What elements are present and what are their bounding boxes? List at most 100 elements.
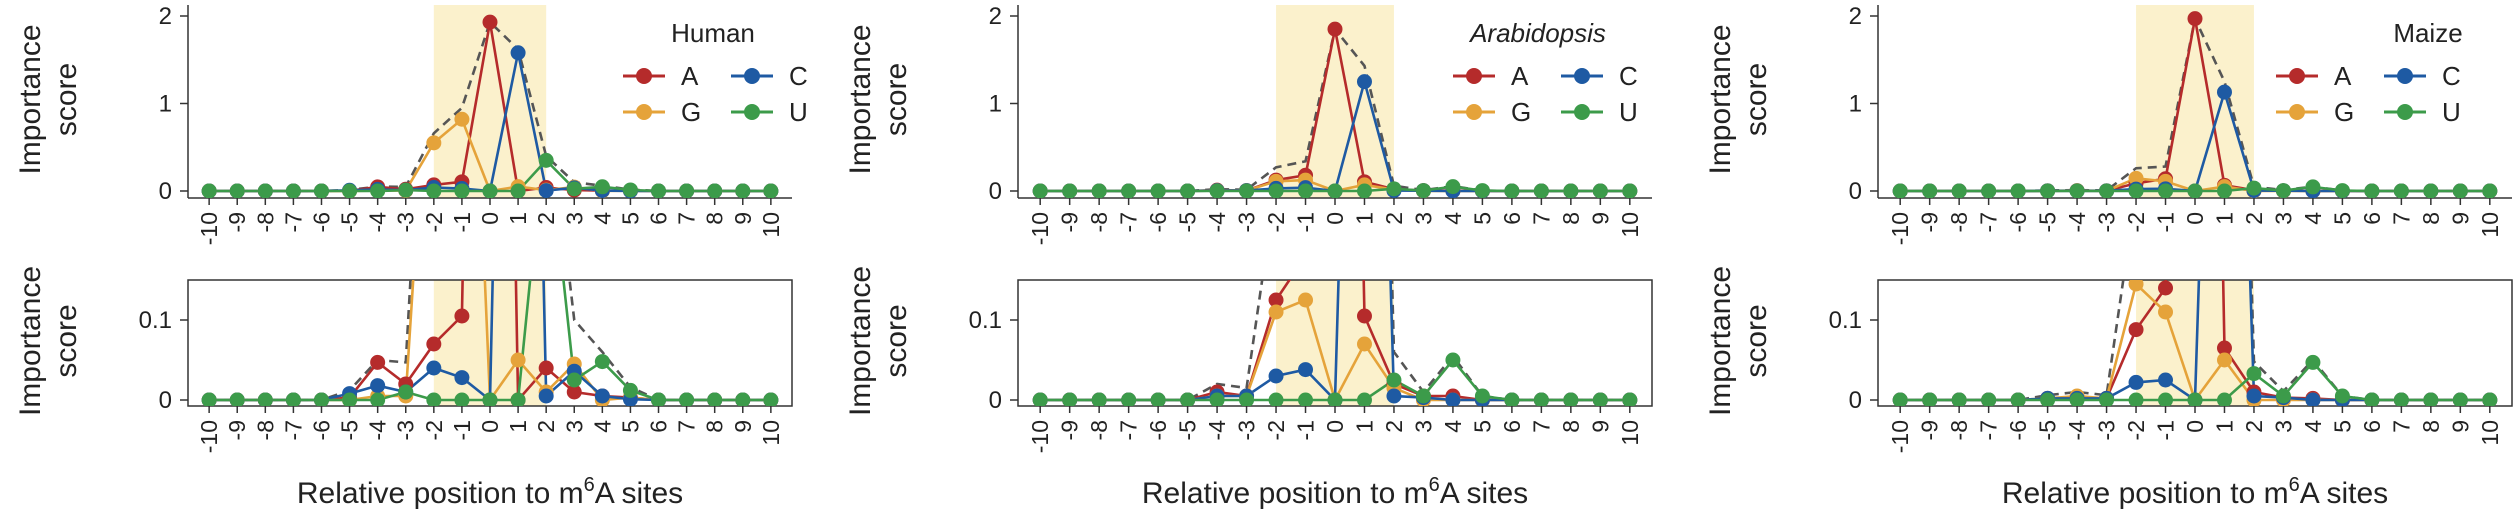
point-G	[454, 111, 470, 127]
x-tick-label: 3	[1410, 212, 1436, 225]
x-axis-label: Relative position to m6A sites	[1142, 474, 1528, 510]
y-axis-label-line1: Importance	[1704, 266, 1737, 416]
x-tick-label: -9	[1057, 420, 1083, 440]
point-U	[313, 392, 329, 406]
point-U	[2334, 388, 2350, 404]
point-U	[454, 183, 470, 198]
y-axis-label-line1: Importance	[14, 266, 47, 416]
x-tick-label: -1	[1293, 420, 1319, 440]
point-U	[2393, 183, 2409, 198]
x-tick-label: 10	[758, 420, 784, 446]
y-tick-label: 0.1	[139, 307, 172, 334]
y-tick-label: 1	[159, 91, 172, 118]
point-U	[201, 392, 217, 406]
legend-label-A: A	[2334, 61, 2352, 91]
point-U	[229, 183, 245, 198]
x-tick-label: 4	[1440, 212, 1466, 225]
x-tick-label: 4	[2300, 420, 2326, 433]
x-tick-label: -8	[252, 420, 278, 440]
point-U	[2305, 354, 2321, 370]
point-U	[594, 179, 610, 195]
point-U	[2216, 392, 2232, 406]
y-axis-label-line1: Importance	[14, 24, 47, 174]
x-tick-label: -6	[2005, 420, 2031, 440]
point-U	[1062, 183, 1078, 198]
legend: AG CU	[615, 53, 821, 131]
point-U	[1032, 392, 1048, 406]
point-U	[2452, 183, 2468, 198]
point-U	[566, 181, 582, 197]
x-tick-label: -9	[1917, 212, 1943, 232]
y-axis-label-line1: Importance	[1704, 24, 1737, 174]
x-tick-label: 8	[1558, 212, 1584, 225]
x-tick-label: -2	[1263, 420, 1289, 440]
x-tick-label: 9	[1587, 420, 1613, 433]
point-U	[1209, 392, 1225, 406]
x-tick-label: -6	[2005, 212, 2031, 232]
point-U	[2364, 392, 2380, 406]
point-U	[2128, 392, 2144, 406]
legend-label-U: U	[789, 97, 808, 127]
point-A	[1356, 308, 1372, 324]
point-U	[566, 372, 582, 388]
x-axis-label-prefix: Relative position to m	[297, 477, 584, 510]
point-U	[1474, 183, 1490, 198]
x-tick-label: 3	[2270, 212, 2296, 225]
legend-box	[615, 53, 821, 131]
point-U	[2246, 180, 2262, 196]
x-tick-label: -8	[1086, 212, 1112, 232]
point-A	[2216, 340, 2232, 356]
x-tick-label: -4	[365, 420, 391, 441]
point-U	[201, 183, 217, 198]
x-tick-label: 5	[2329, 420, 2355, 433]
y-tick-label: 2	[1849, 3, 1862, 30]
point-U	[2128, 183, 2144, 198]
legend-label-C: C	[1619, 61, 1638, 91]
point-U	[454, 392, 470, 406]
point-C	[1298, 362, 1314, 378]
legend-label-U: U	[2442, 97, 2461, 127]
legend-label-A: A	[1511, 61, 1529, 91]
point-U	[1892, 183, 1908, 198]
point-C	[2128, 374, 2144, 390]
point-U	[1622, 392, 1638, 406]
x-tick-label: 3	[561, 420, 587, 433]
legend: AG CU	[2268, 53, 2468, 131]
point-G	[2128, 170, 2144, 186]
x-tick-label: -3	[2094, 212, 2120, 232]
x-tick-label: 7	[674, 420, 700, 433]
x-tick-label: -6	[308, 420, 334, 440]
point-C	[370, 378, 386, 394]
x-tick-label: 8	[2418, 212, 2444, 225]
point-C	[1386, 388, 1402, 404]
point-U	[2275, 183, 2291, 198]
point-A	[482, 14, 498, 30]
point-C	[2305, 392, 2321, 406]
point-U	[679, 183, 695, 198]
legend-label-G: G	[681, 97, 701, 127]
point-U	[1239, 392, 1255, 406]
point-U	[622, 182, 638, 198]
x-tick-label: -7	[1976, 212, 2002, 232]
x-tick-label: 1	[2211, 212, 2237, 225]
point-U	[651, 183, 667, 198]
point-U	[510, 392, 526, 406]
y-axis-label-line2: score	[1740, 63, 1773, 136]
x-tick-label: -7	[280, 420, 306, 440]
point-U	[735, 183, 751, 198]
x-axis-label: Relative position to m6A sites	[2002, 474, 2388, 510]
x-tick-label: 2	[1381, 420, 1407, 433]
point-C	[510, 45, 526, 61]
x-tick-label: -3	[2094, 420, 2120, 440]
point-U	[707, 183, 723, 198]
x-tick-label: -9	[1057, 212, 1083, 232]
y-tick-label: 0	[1849, 178, 1862, 205]
chart-arabidopsis: 012-10 -9 -8 -7 -6 -5 -4 -3 -2 -1 0 1 2 3 4 5 6 7 8 9 10Impo…	[844, 3, 1653, 510]
point-U	[285, 183, 301, 198]
point-U	[538, 152, 554, 168]
point-U	[2246, 366, 2262, 382]
point-U	[1592, 183, 1608, 198]
species-title: Maize	[2393, 18, 2462, 48]
point-U	[1062, 392, 1078, 406]
legend-marker-A	[2289, 68, 2305, 84]
